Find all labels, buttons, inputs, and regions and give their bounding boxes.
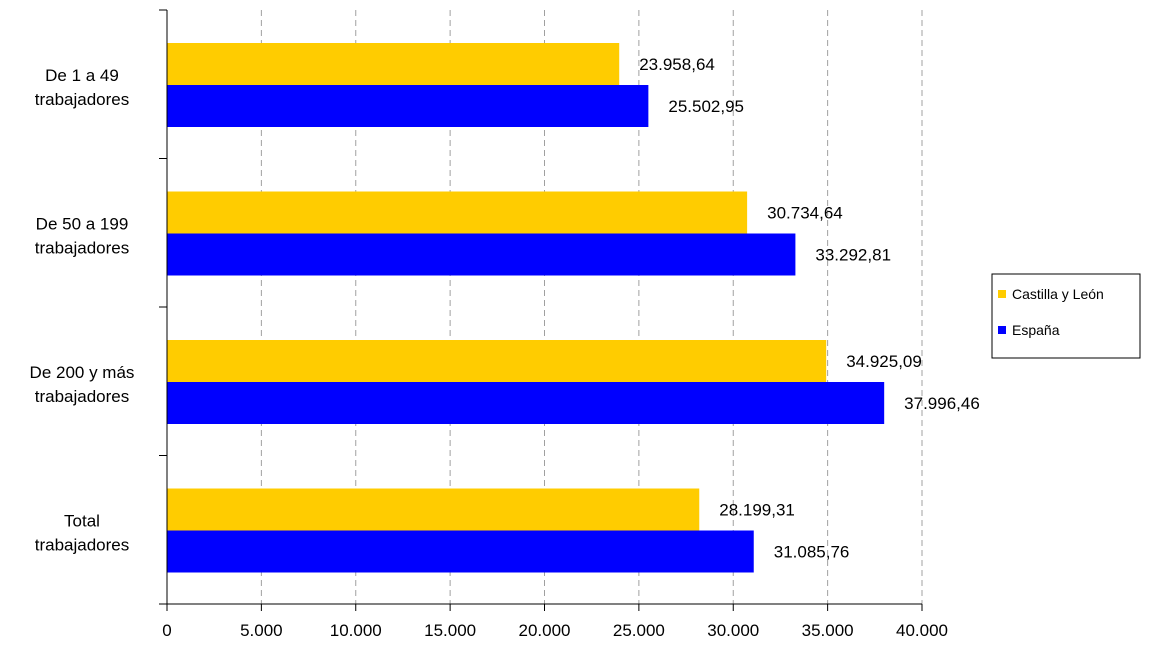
data-label: 28.199,31	[719, 501, 795, 520]
category-label: De 200 y más trabajadores	[30, 363, 135, 406]
category-label-line: De 1 a 49	[45, 66, 119, 85]
bar-castilla-y-leon-1	[167, 191, 748, 234]
data-label: 33.292,81	[815, 246, 891, 265]
data-label: 25.502,95	[668, 97, 744, 116]
x-tick-label: 20.000	[519, 621, 571, 640]
x-tick-label: 40.000	[896, 621, 948, 640]
category-label-line: trabajadores	[35, 239, 130, 258]
category-label-line: Total	[64, 512, 100, 531]
category-label-line: trabajadores	[35, 90, 130, 109]
data-label: 31.085,76	[774, 543, 850, 562]
legend: Castilla y León España	[991, 273, 1141, 359]
bar-espana-0	[167, 85, 649, 127]
category-label-line: De 50 a 199	[36, 215, 129, 234]
category-label-line: De 200 y más	[30, 363, 135, 382]
x-tick-label: 15.000	[424, 621, 476, 640]
data-label: 30.734,64	[767, 204, 843, 223]
data-labels: 23.958,64 30.734,64 34.925,09 28.199,31 25.5…	[639, 55, 980, 562]
category-label-line: trabajadores	[35, 536, 130, 555]
bar-castilla-y-leon-3	[167, 488, 700, 531]
bar-espana-2	[167, 382, 885, 424]
axes: 0 5.000 10.000 15.000 20.000 25.000 30.000 35.0…	[30, 9, 948, 640]
x-tick-label: 10.000	[330, 621, 382, 640]
bar-castilla-y-leon-0	[167, 43, 620, 85]
legend-swatch	[998, 326, 1006, 334]
bar-espana-3	[167, 530, 754, 573]
x-tick-label: 5.000	[240, 621, 283, 640]
legend-box	[991, 273, 1141, 359]
legend-swatch	[998, 290, 1006, 298]
x-tick-label: 35.000	[802, 621, 854, 640]
category-label: De 50 a 199 trabajadores	[35, 215, 130, 258]
x-tick-label: 25.000	[613, 621, 665, 640]
category-label-line: trabajadores	[35, 387, 130, 406]
data-label: 23.958,64	[639, 55, 715, 74]
category-label: De 1 a 49 trabajadores	[35, 66, 130, 109]
bar-castilla-y-leon-2	[167, 340, 827, 382]
x-tick-label: 0	[162, 621, 171, 640]
bar-espana-1	[167, 233, 796, 276]
data-label: 37.996,46	[904, 394, 980, 413]
data-label: 34.925,09	[846, 352, 922, 371]
bars	[167, 43, 885, 573]
legend-label: España	[1012, 322, 1060, 338]
x-tick-label: 30.000	[707, 621, 759, 640]
category-label: Total trabajadores	[35, 512, 130, 555]
legend-label: Castilla y León	[1012, 286, 1104, 302]
